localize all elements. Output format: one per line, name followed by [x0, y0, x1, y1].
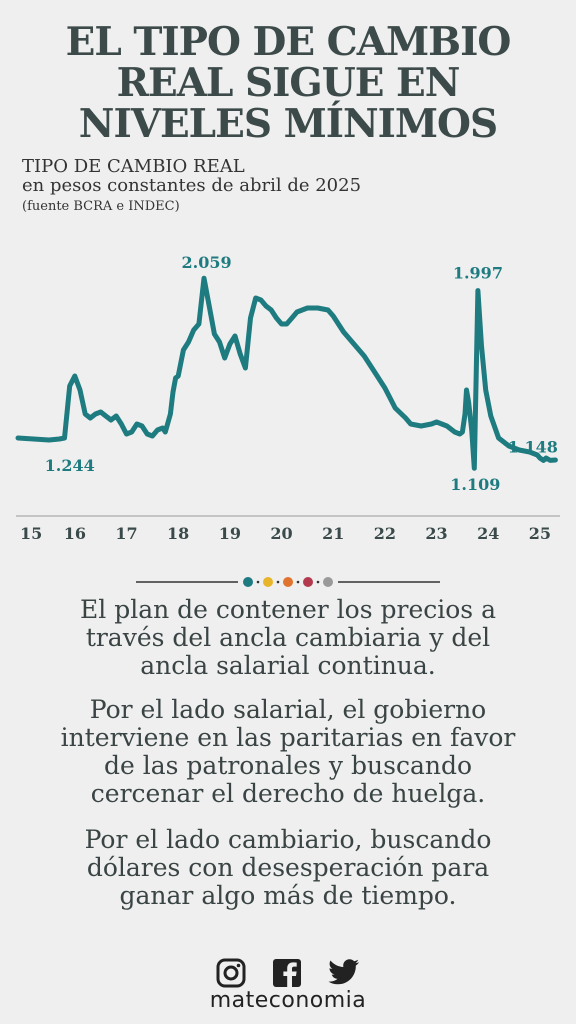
divider-separator-dot [316, 580, 320, 584]
body-paragraph-3: Por el lado cambiario, buscando dólares … [84, 825, 492, 910]
body-paragraph-1: El plan de contener los precios a través… [80, 595, 496, 680]
x-tick-label: 21 [322, 524, 344, 543]
series-line-0 [15, 275, 558, 471]
x-tick-label: 23 [425, 524, 447, 543]
divider-separator-dot [296, 580, 300, 584]
instagram-icon[interactable] [216, 958, 246, 988]
chart-subtitle-units: en pesos constantes de abril de 2025 [22, 175, 362, 196]
chart-source: (fuente BCRA e INDEC) [22, 199, 180, 214]
x-tick-label: 19 [219, 524, 241, 543]
footer: mateconomia [0, 958, 576, 1013]
divider-dot [323, 577, 333, 587]
brand-name: mateconomia [209, 988, 367, 1013]
divider-dot [283, 577, 293, 587]
x-tick-label: 25 [529, 524, 551, 543]
exchange-rate-chart: 15 16 17 18 19 20 21 22 23 24 25 1.244 2.059 1.997 1.1… [15, 253, 560, 543]
divider-separator-dot [276, 580, 280, 584]
x-tick-label: 24 [477, 524, 499, 543]
facebook-icon[interactable] [272, 958, 302, 988]
data-label: 1.148 [508, 437, 558, 456]
x-tick-label: 22 [374, 524, 396, 543]
chart-subtitle-main: TIPO DE CAMBIO REAL [22, 156, 245, 177]
x-tick-label: 20 [270, 524, 292, 543]
divider-dot [263, 577, 273, 587]
page-title: EL TIPO DE CAMBIO REAL SIGUE EN NIVELES … [65, 19, 512, 147]
body-paragraph-2: Por el lado salarial, el gobierno interv… [60, 695, 516, 808]
data-label: 2.059 [182, 253, 232, 272]
x-tick-label: 18 [167, 524, 189, 543]
section-divider [136, 577, 440, 587]
divider-dot [243, 577, 253, 587]
x-tick-label: 16 [64, 524, 86, 543]
data-label: 1.997 [453, 264, 503, 283]
data-label: 1.109 [450, 475, 500, 494]
x-tick-label: 17 [115, 524, 137, 543]
divider-separator-dot [256, 580, 260, 584]
x-tick-label: 15 [20, 524, 42, 543]
divider-dot [303, 577, 313, 587]
twitter-icon[interactable] [328, 958, 360, 986]
data-label: 1.244 [45, 456, 95, 475]
